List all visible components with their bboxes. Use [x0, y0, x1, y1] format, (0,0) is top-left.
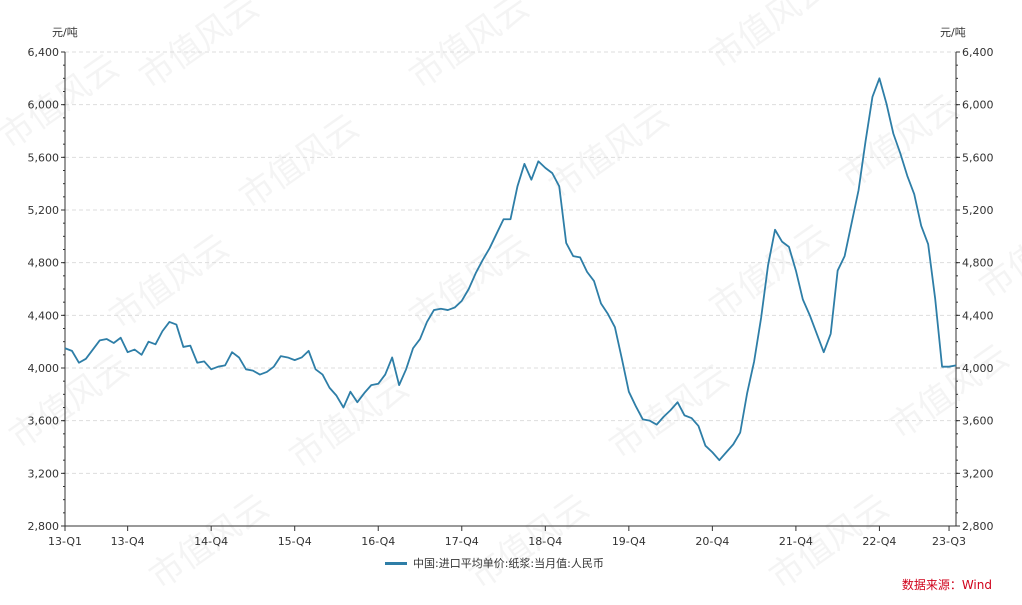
y-axis-unit-right: 元/吨 — [940, 26, 966, 39]
watermark-text: 市值风云 — [882, 337, 1016, 448]
x-tick-label: 23-Q3 — [932, 535, 966, 548]
y-tick-label-right: 2,800 — [962, 520, 994, 533]
watermark-text: 市值风云 — [402, 227, 536, 338]
x-tick-label: 19-Q4 — [612, 535, 646, 548]
x-tick-label: 16-Q4 — [361, 535, 395, 548]
series-line — [64, 77, 957, 462]
y-tick-label-left: 2,800 — [28, 520, 60, 533]
x-tick-label: 21-Q4 — [779, 535, 813, 548]
legend-swatch — [385, 561, 407, 565]
watermark-text: 市值风云 — [402, 0, 536, 97]
y-tick-label-left: 6,400 — [28, 46, 60, 59]
y-axis-unit-left: 元/吨 — [52, 26, 78, 39]
x-tick-label: 13-Q4 — [111, 535, 145, 548]
data-source-note: 数据来源：Wind — [901, 578, 992, 592]
y-tick-label-left: 5,600 — [28, 151, 60, 164]
y-tick-label-right: 5,200 — [962, 204, 994, 217]
watermark-text: 市值风云 — [0, 47, 127, 158]
x-tick-label: 14-Q4 — [194, 535, 228, 548]
x-tick-label: 17-Q4 — [445, 535, 479, 548]
x-tick-label: 20-Q4 — [695, 535, 729, 548]
watermark-text: 市值风云 — [132, 0, 266, 97]
watermark-text: 市值风云 — [2, 347, 136, 458]
y-tick-label-right: 5,600 — [962, 151, 994, 164]
x-tick-label: 18-Q4 — [528, 535, 562, 548]
y-tick-label-right: 4,400 — [962, 309, 994, 322]
watermark-text: 市值风云 — [282, 367, 416, 478]
y-tick-label-right: 4,800 — [962, 257, 994, 270]
y-tick-label-right: 4,000 — [962, 362, 994, 375]
y-tick-label-left: 4,800 — [28, 257, 60, 270]
x-tick-label: 15-Q4 — [278, 535, 312, 548]
y-tick-label-right: 3,200 — [962, 467, 994, 480]
axes: 2,800 2,800 3,200 3,200 3,600 3,600 4,000 4,000… — [28, 46, 994, 548]
y-tick-label-left: 4,000 — [28, 362, 60, 375]
legend-label: 中国:进口平均单价:纸浆:当月值:人民币 — [413, 557, 604, 570]
watermark-text: 市值风云 — [542, 97, 676, 208]
y-tick-label-right: 6,000 — [962, 99, 994, 112]
watermark-text: 市值风云 — [832, 87, 966, 198]
watermark-text: 市值风云 — [702, 0, 836, 77]
y-tick-label-left: 5,200 — [28, 204, 60, 217]
y-tick-label-left: 3,600 — [28, 415, 60, 428]
y-tick-label-right: 3,600 — [962, 415, 994, 428]
y-tick-label-left: 6,000 — [28, 99, 60, 112]
watermark-text: 市值风云 — [102, 227, 236, 338]
x-tick-label: 13-Q1 — [48, 535, 82, 548]
x-tick-label: 22-Q4 — [862, 535, 896, 548]
y-tick-label-left: 4,400 — [28, 309, 60, 322]
y-tick-label-left: 3,200 — [28, 467, 60, 480]
watermark-text: 市值风云 — [232, 107, 366, 218]
y-tick-label-right: 6,400 — [962, 46, 994, 59]
watermark-text: 市值风云 — [702, 217, 836, 328]
legend: 中国:进口平均单价:纸浆:当月值:人民币 — [385, 555, 604, 571]
series-layer — [64, 77, 957, 462]
